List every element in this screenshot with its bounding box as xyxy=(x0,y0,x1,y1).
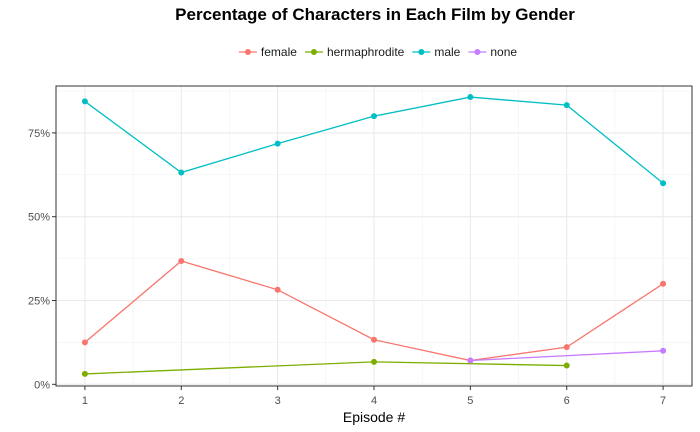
data-point-female xyxy=(274,286,281,293)
data-point-female xyxy=(81,339,88,346)
y-tick-label: 50% xyxy=(28,212,50,224)
series-male xyxy=(81,94,667,187)
data-point-hermaphrodite xyxy=(563,362,570,369)
series-hermaphrodite xyxy=(81,358,570,377)
axes: 1 2 3 4 5 6 7 0% 25% 50% 75% xyxy=(28,128,666,407)
data-point-none xyxy=(660,347,667,354)
data-point-hermaphrodite xyxy=(81,370,88,377)
legend-key-point xyxy=(418,49,425,55)
legend-label: hermaphrodite xyxy=(327,45,405,59)
legend-key-point xyxy=(244,49,251,55)
y-tick-label: 75% xyxy=(28,128,50,140)
legend-item-hermaphrodite: hermaphrodite xyxy=(304,45,405,59)
legend: female hermaphrodite male none xyxy=(238,45,517,59)
series-none xyxy=(467,347,667,364)
legend-key-point xyxy=(474,49,481,55)
x-tick-label: 2 xyxy=(178,395,184,407)
data-point-female xyxy=(178,257,185,264)
x-tick-label: 1 xyxy=(82,395,88,407)
legend-label: male xyxy=(434,45,460,59)
data-point-male xyxy=(467,94,474,101)
y-tick-label: 25% xyxy=(28,296,50,308)
data-point-none xyxy=(467,357,474,364)
legend-label: female xyxy=(261,45,297,59)
data-point-male xyxy=(563,102,570,109)
chart-title: Percentage of Characters in Each Film by… xyxy=(175,5,575,24)
y-tick-label: 0% xyxy=(34,379,50,391)
data-point-male xyxy=(178,169,185,176)
data-point-male xyxy=(274,140,281,147)
x-tick-label: 3 xyxy=(275,395,281,407)
legend-item-male: male xyxy=(412,45,461,59)
data-point-male xyxy=(371,113,377,120)
legend-key-point xyxy=(310,49,317,55)
series-line-none xyxy=(470,350,664,362)
legend-item-female: female xyxy=(238,45,297,59)
data-point-male xyxy=(81,98,88,105)
x-tick-label: 4 xyxy=(371,395,377,407)
x-tick-label: 5 xyxy=(467,395,473,407)
x-tick-label: 7 xyxy=(660,395,666,407)
data-point-female xyxy=(563,344,570,351)
x-axis-title: Episode # xyxy=(343,409,405,425)
legend-label: none xyxy=(490,45,517,59)
data-point-male xyxy=(660,180,667,187)
series-layer xyxy=(81,94,667,377)
legend-item-none: none xyxy=(468,45,517,59)
x-tick-label: 6 xyxy=(564,395,570,407)
data-point-female xyxy=(371,336,377,343)
data-point-female xyxy=(660,280,667,287)
data-point-hermaphrodite xyxy=(371,358,377,365)
